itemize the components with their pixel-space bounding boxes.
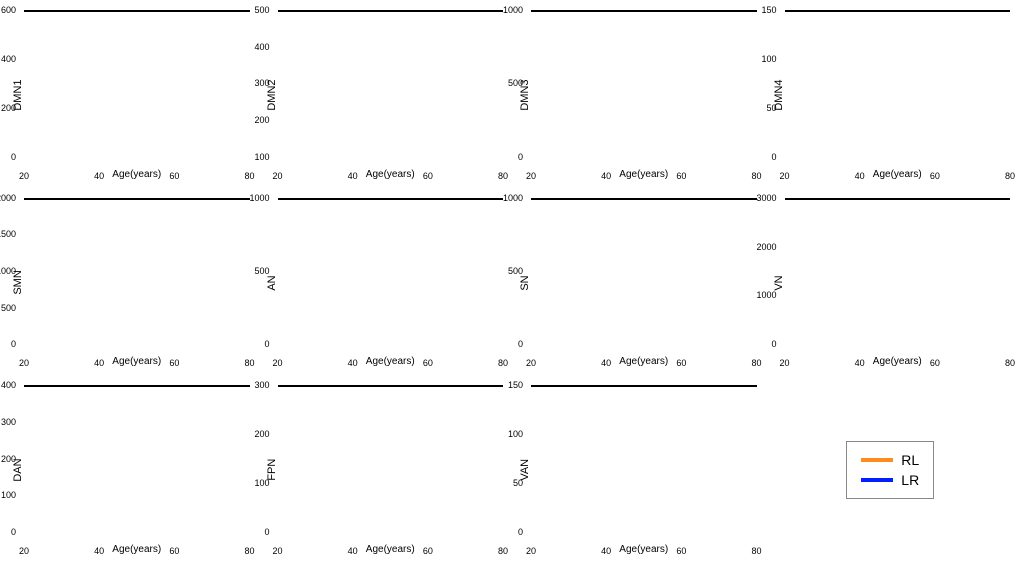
xlabel: Age(years) [785,344,1011,367]
xlabel: Age(years) [24,344,250,367]
plot-area: r =-0.43,p<0.001; r =-0.42,p<0.001 [278,198,504,200]
plot-area: r =-0.34,p<0.001; r =-0.38,p<0.001 [278,385,504,387]
xlabel: Age(years) [531,344,757,367]
plot-area: r =-0.07,p=0.15; r =-0.03,p=0.54 [278,10,504,12]
plot-area: r =-0.38,p<0.001; r =-0.39,p<0.001 [785,198,1011,200]
plot-area: r =-0.33,p<0.001; r =-0.34,p<0.001 [785,10,1011,12]
panel-van: VAN 050100150 r =-0.39,p<0.001; r =-0.36… [517,385,757,555]
legend-box: RL LR [846,441,934,499]
xlabel: Age(years) [278,532,504,555]
legend-swatch [861,478,893,482]
legend-row-lr: LR [861,470,919,490]
plot-area: r =-0.39,p<0.001; r =-0.36,p<0.001 [531,385,757,387]
xlabel: Age(years) [278,157,504,180]
xlabel: Age(years) [278,344,504,367]
panel-dmn1: DMN1 0200400600 r =-0.39,p<0.001; r =-0.… [10,10,250,180]
panel-dmn3: DMN3 05001000 r =-0.2,p<0.001; r =-0.22,… [517,10,757,180]
panel-vn: VN 0100020003000 r =-0.38,p<0.001; r =-0… [771,198,1011,368]
panel-sn: SN 05001000 r =-0.42,p<0.001; r =-0.41,p… [517,198,757,368]
xlabel: Age(years) [785,157,1011,180]
plot-area: r =-0.39,p<0.001; r =-0.39,p<0.001 [24,10,250,12]
plot-area: r =-0.11,p=0.02; r =-0.11,p=0.02 [24,198,250,200]
panel-an: AN 05001000 r =-0.43,p<0.001; r =-0.42,p… [264,198,504,368]
legend-row-rl: RL [861,450,919,470]
xlabel: Age(years) [24,532,250,555]
plot-area: r =-0.19,p<0.001; r =-0.19,p<0.001 [24,385,250,387]
chart-grid: DMN1 0200400600 r =-0.39,p<0.001; r =-0.… [10,10,1010,555]
xlabel: Age(years) [531,532,757,555]
panel-dmn4: DMN4 050100150 r =-0.33,p<0.001; r =-0.3… [771,10,1011,180]
plot-area: r =-0.42,p<0.001; r =-0.41,p<0.001 [531,198,757,200]
xlabel: Age(years) [24,157,250,180]
panel-dan: DAN 0100200300400 r =-0.19,p<0.001; r =-… [10,385,250,555]
plot-area: r =-0.2,p<0.001; r =-0.22,p<0.001 [531,10,757,12]
legend-label: LR [901,472,919,488]
panel-smn: SMN 0500100015002000 r =-0.11,p=0.02; r … [10,198,250,368]
xlabel: Age(years) [531,157,757,180]
panel-dmn2: DMN2 100200300400500 r =-0.07,p=0.15; r … [264,10,504,180]
legend-label: RL [901,452,919,468]
panel-fpn: FPN 0100200300 r =-0.34,p<0.001; r =-0.3… [264,385,504,555]
legend: RL LR [771,385,1011,555]
legend-swatch [861,458,893,462]
